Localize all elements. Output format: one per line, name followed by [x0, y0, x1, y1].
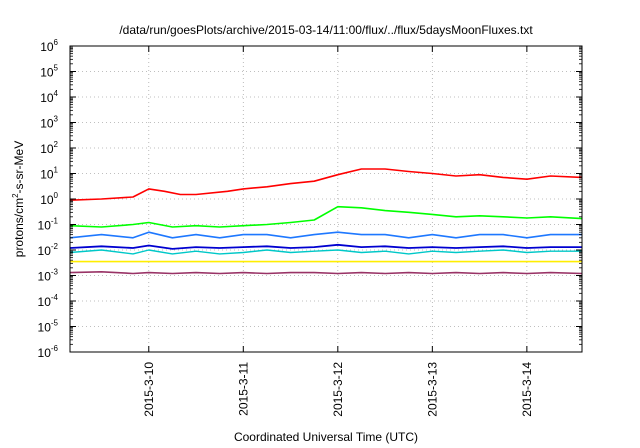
series-line-3	[69, 231, 582, 239]
y-tick-label: 10-6	[38, 344, 59, 360]
series-line-5	[69, 243, 582, 250]
y-axis-label-prefix: protons/cm	[12, 198, 26, 257]
y-tick-label-exponent: -4	[51, 293, 59, 302]
y-tick-label-exponent: -1	[51, 217, 59, 226]
y-axis-label: protons/cm2-s-sr-MeV	[11, 141, 26, 257]
y-tick-label: 100	[40, 191, 58, 207]
x-tick-label: 2015-3-11	[236, 362, 250, 416]
series-line-7	[69, 271, 583, 275]
y-tick-label-base: 10	[38, 219, 52, 233]
y-tick-label-exponent: -6	[51, 344, 59, 353]
x-tick-label: 2015-3-12	[331, 362, 345, 417]
y-tick-label-exponent: -5	[51, 319, 59, 328]
y-tick-label-base: 10	[38, 244, 52, 258]
y-tick-label-exponent: 2	[54, 140, 59, 149]
series-line-1	[69, 168, 583, 201]
y-tick-label-base: 10	[40, 117, 54, 131]
x-axis-label: Coordinated Universal Time (UTC)	[234, 430, 418, 444]
y-tick-label-exponent: 5	[54, 64, 59, 73]
y-tick-label-base: 10	[40, 168, 54, 182]
y-tick-label-base: 10	[40, 66, 54, 80]
y-tick-label-base: 10	[38, 321, 52, 335]
y-tick-label-exponent: -3	[51, 268, 59, 277]
y-tick-label: 10-1	[38, 217, 59, 233]
series-line-4	[69, 249, 582, 255]
x-tick-label: 2015-3-10	[142, 362, 156, 417]
y-tick-label-exponent: 3	[54, 115, 59, 124]
y-tick-label-base: 10	[40, 91, 54, 105]
y-tick-label: 101	[40, 166, 58, 182]
y-tick-label: 10-4	[38, 293, 59, 309]
chart-title: /data/run/goesPlots/archive/2015-03-14/1…	[119, 23, 533, 37]
x-tick-label: 2015-3-13	[425, 362, 439, 417]
y-tick-label-exponent: 1	[54, 166, 59, 175]
y-tick-label: 104	[40, 89, 58, 105]
y-tick-label-base: 10	[38, 295, 52, 309]
y-tick-label: 10-5	[38, 319, 59, 335]
y-tick-label-exponent: 4	[54, 89, 59, 98]
y-tick-label-base: 10	[40, 193, 54, 207]
y-tick-label: 102	[40, 140, 58, 156]
data-series	[69, 168, 583, 275]
series-line-2	[69, 205, 583, 228]
y-axis-label-sup: 2	[11, 193, 20, 198]
y-tick-label-exponent: -2	[51, 242, 59, 251]
y-tick-label-exponent: 0	[54, 191, 59, 200]
y-tick-label: 105	[40, 64, 58, 80]
y-tick-label-base: 10	[38, 346, 52, 360]
y-tick-label: 103	[40, 115, 58, 131]
y-tick-label-exponent: 6	[54, 38, 59, 47]
y-tick-label: 10-3	[38, 268, 59, 284]
y-axis-label-suffix: -s-sr-MeV	[12, 141, 26, 194]
y-tick-label-base: 10	[40, 40, 54, 54]
y-tick-label-base: 10	[38, 270, 52, 284]
axis-ticks: 10-610-510-410-310-210-11001011021031041…	[38, 38, 582, 417]
y-tick-label-base: 10	[40, 142, 54, 156]
x-tick-label: 2015-3-14	[520, 362, 534, 417]
y-tick-label: 10-2	[38, 242, 59, 258]
y-tick-label: 106	[40, 38, 58, 54]
